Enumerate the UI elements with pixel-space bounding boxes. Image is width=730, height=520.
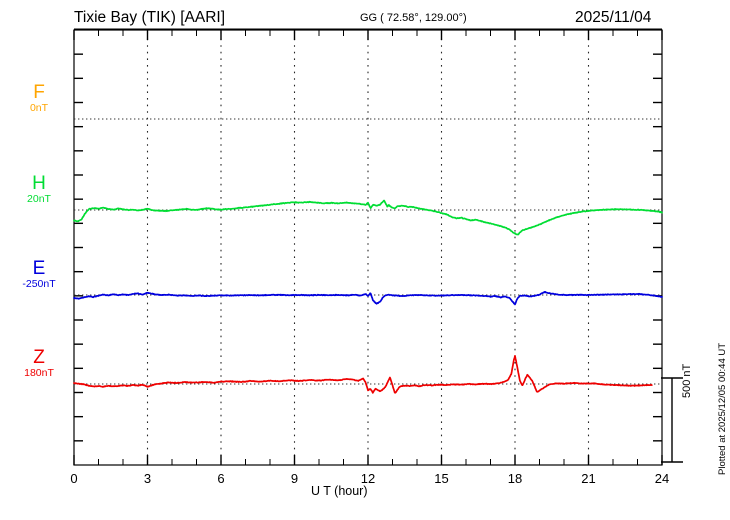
component-label-z: Z 180nT [10,348,68,380]
scale-bar-label: 500 nT [681,363,693,398]
component-baseline-f: 0nT [29,102,49,114]
component-traces [73,199,663,394]
vertical-gridlines [146,32,590,463]
x-axis-ticks [73,30,663,465]
x-tick-label-15: 15 [434,471,449,486]
station-title: Tixie Bay (TIK) [AARI] [74,9,226,26]
component-name-f: F [33,82,45,103]
x-tick-label-24: 24 [654,471,670,486]
component-name-z: Z [33,347,45,368]
x-tick-label-3: 3 [143,471,152,486]
component-baseline-e: -250nT [22,278,56,290]
observation-date: 2025/11/04 [575,9,652,26]
x-tick-label-6: 6 [217,471,225,486]
x-tick-label-9: 9 [290,471,299,486]
x-tick-label-12: 12 [360,471,376,486]
component-baseline-h: 20nT [27,193,51,205]
y-axis-ticks [74,53,662,442]
component-label-h: H 20nT [10,174,68,206]
geographic-coordinates: GG ( 72.58°, 129.00°) [360,12,467,24]
plot-frame [73,29,663,466]
component-name-e: E [32,258,46,279]
plotted-at-label: Plotted at 2025/12/05 00:44 UT [717,342,728,475]
component-label-e: E -250nT [10,259,68,291]
component-label-f: F 0nT [10,83,68,115]
x-tick-label-0: 0 [70,471,78,486]
component-name-h: H [32,173,46,194]
component-baseline-z: 180nT [24,367,54,379]
scale-bar [661,377,683,463]
x-axis-title: U T (hour) [311,484,368,498]
x-tick-label-18: 18 [507,471,523,486]
x-tick-label-21: 21 [581,471,596,486]
